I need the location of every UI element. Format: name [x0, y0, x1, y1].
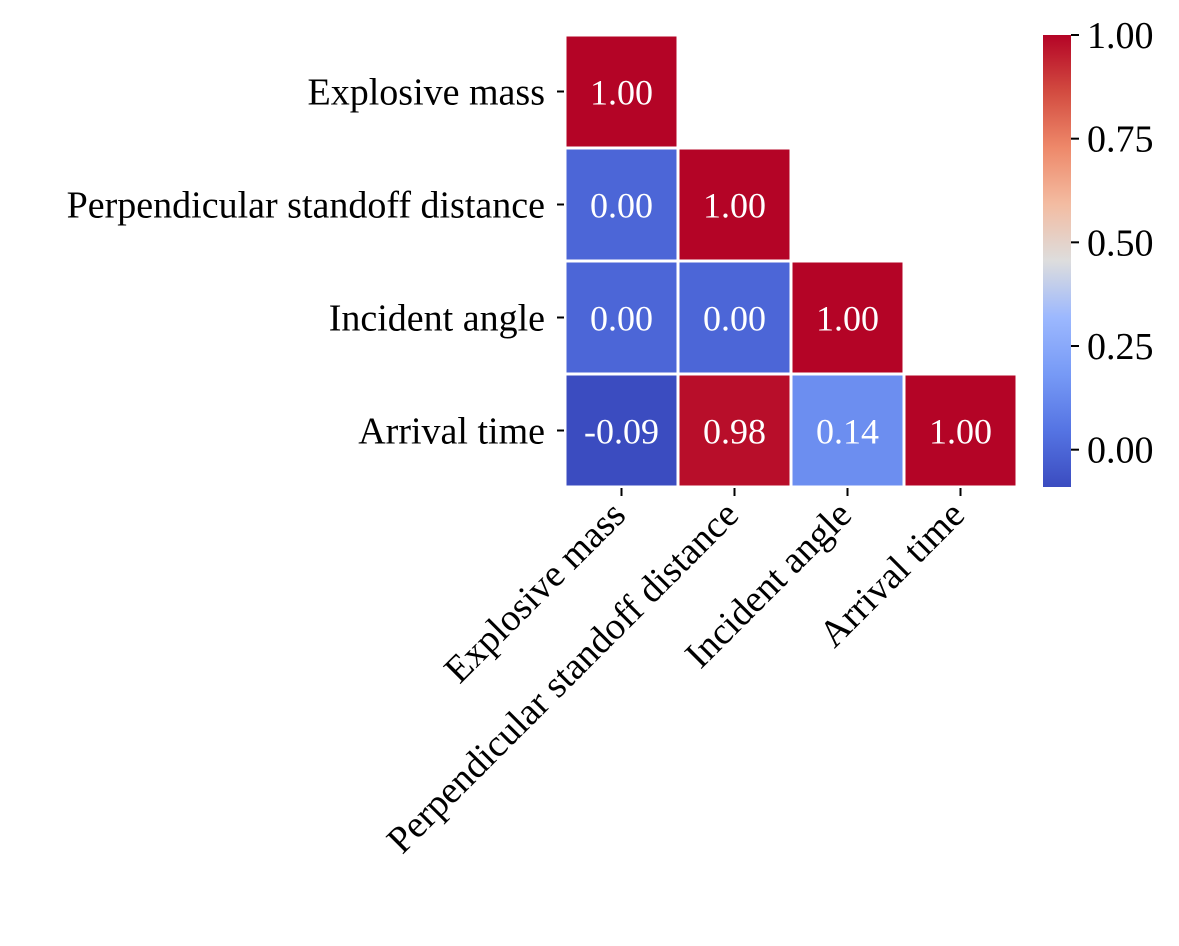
colorbar-gradient [1043, 35, 1071, 487]
heatmap-cell-label: 0.00 [590, 186, 653, 226]
heatmap-cell-rect [789, 372, 906, 489]
y-tick-label: Explosive mass [308, 72, 545, 114]
heatmap-cell: 0.14 [789, 372, 906, 489]
heatmap-cell-label: 0.14 [816, 412, 879, 452]
y-tick-labels: Explosive mass Perpendicular standoff dis… [67, 72, 564, 453]
heatmap-cell-rect [563, 372, 680, 489]
colorbar-tick-label: 0.25 [1087, 326, 1154, 368]
heatmap-cell-rect [563, 33, 680, 150]
heatmap-cell: -0.09 [563, 372, 680, 489]
heatmap-cell-rect [563, 146, 680, 263]
heatmap-cell: 0.00 [676, 259, 793, 376]
heatmap-cell-rect [789, 259, 906, 376]
colorbar-tick-label: 0.75 [1087, 119, 1154, 161]
colorbar: 0.00 0.25 0.50 0.75 1.00 [1043, 15, 1154, 487]
heatmap-cell: 1.00 [902, 372, 1019, 489]
colorbar-tick-label: 0.00 [1087, 430, 1154, 472]
colorbar-tick-label: 1.00 [1087, 15, 1154, 57]
heatmap-cell-rect [902, 372, 1019, 489]
heatmap-cell-label: 1.00 [816, 299, 879, 339]
heatmap-cell: 1.00 [676, 146, 793, 263]
heatmap-cell: 1.00 [563, 33, 680, 150]
heatmap-cell-label: 0.98 [703, 412, 766, 452]
y-tick-label: Arrival time [358, 411, 545, 453]
heatmap-cell-label: -0.09 [584, 412, 659, 452]
heatmap-cells: 1.00 0.00 1.00 0.00 0.00 1.00 -0.09 0.98 0.14 1.0… [563, 33, 1019, 489]
heatmap-cell-label: 1.00 [703, 186, 766, 226]
heatmap-cell-label: 0.00 [590, 299, 653, 339]
heatmap-cell: 0.00 [563, 146, 680, 263]
heatmap-cell-label: 0.00 [703, 299, 766, 339]
heatmap-cell: 0.98 [676, 372, 793, 489]
y-tick-label: Incident angle [329, 298, 545, 340]
y-tick-label: Perpendicular standoff distance [67, 185, 545, 227]
heatmap-cell: 0.00 [563, 259, 680, 376]
heatmap-cell-label: 1.00 [929, 412, 992, 452]
colorbar-tick-label: 0.50 [1087, 222, 1154, 264]
heatmap-cell-label: 1.00 [590, 73, 653, 113]
heatmap-cell-rect [676, 372, 793, 489]
heatmap-cell: 1.00 [789, 259, 906, 376]
